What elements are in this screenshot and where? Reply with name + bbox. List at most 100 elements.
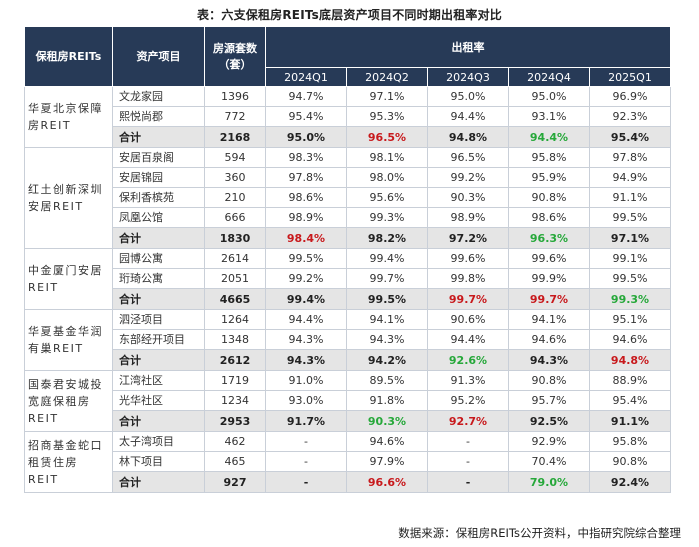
table-row: 招商基金蛇口租赁住房REIT 太子湾项目 462-94.6% -92.9% 95.8%	[24, 431, 672, 493]
rate-cell: 95.6%	[346, 187, 428, 208]
asset-cell: 文龙家园	[112, 86, 205, 107]
total-units-cell: 927	[204, 471, 266, 493]
rate-cell: 92.9%	[508, 431, 590, 452]
rate-cell: 98.9%	[427, 207, 509, 228]
rate-cell: -	[265, 451, 347, 472]
rate-cell: 98.9%	[265, 207, 347, 228]
header-units-line1: 房源套数	[213, 42, 257, 55]
rate-cell: 99.8%	[427, 268, 509, 289]
asset-cell: 保利香槟苑	[112, 187, 205, 208]
total-rate-cell: 92.6%	[427, 349, 509, 371]
table-header: 保租房REITs 资产项目 房源套数 （套） 出租率 2024Q1 2024Q2…	[24, 26, 672, 87]
table-body: 华夏北京保障房REIT 文龙家园 1396 94.7% 97.1% 95.0% 95.0% 9…	[24, 86, 672, 493]
rate-cell: 99.2%	[427, 167, 509, 188]
rate-cell: 98.0%	[346, 167, 428, 188]
total-label: 合计	[112, 471, 205, 493]
total-rate-cell: 94.3%	[265, 349, 347, 371]
table-row: 东部经开项目 1348 94.3% 94.3% 94.4% 94.6% 94.6%	[25, 329, 672, 350]
total-rate-cell: 92.4%	[588, 471, 672, 493]
rate-cell: 99.5%	[588, 207, 672, 228]
total-row: 合计 4665 99.4% 99.5% 99.7% 99.7% 99.3%	[25, 288, 672, 310]
total-rate-cell: 92.5%	[508, 410, 590, 432]
asset-cell: 江湾社区	[112, 370, 205, 391]
total-units-cell: 2953	[204, 410, 266, 432]
rate-cell: -	[427, 451, 509, 472]
total-row: 合计 2612 94.3% 94.2% 92.6% 94.3% 94.8%	[25, 349, 672, 371]
total-rate-cell: 96.5%	[346, 126, 428, 148]
rate-cell: 99.1%	[588, 248, 672, 269]
rate-cell: 99.6%	[508, 248, 590, 269]
rate-cell: 99.5%	[265, 248, 347, 269]
rate-cell: 99.2%	[265, 268, 347, 289]
rate-cell: 94.4%	[427, 106, 509, 127]
table-row: 中金厦门安居REIT 园博公寓 2614 99.5% 99.4% 99.6% 99.6% 99…	[24, 248, 672, 310]
rate-cell: 99.4%	[346, 248, 428, 269]
rate-cell: 90.8%	[508, 187, 590, 208]
rate-cell: 95.8%	[588, 431, 672, 452]
asset-cell: 泗泾项目	[112, 309, 205, 330]
reit-name-cell: 中金厦门安居REIT	[24, 248, 113, 310]
reit-name-cell: 华夏基金华润有巢REIT	[24, 309, 113, 371]
rate-cell: 99.7%	[346, 268, 428, 289]
total-rate-cell: 94.8%	[588, 349, 672, 371]
rate-cell: 94.1%	[346, 309, 428, 330]
occupancy-table: 保租房REITs 资产项目 房源套数 （套） 出租率 2024Q1 2024Q2…	[24, 26, 672, 493]
units-cell: 2614	[204, 248, 266, 269]
total-rate-cell: 97.2%	[427, 227, 509, 249]
total-label: 合计	[112, 126, 205, 148]
table-row: 林下项目 465-97.9% -70.4% 90.8%	[25, 451, 672, 472]
rate-cell: 94.9%	[588, 167, 672, 188]
total-rate-cell: 90.3%	[346, 410, 428, 432]
rate-cell: 92.3%	[588, 106, 672, 127]
table-row: 华夏基金华润有巢REIT 泗泾项目 1264 94.4% 94.1% 90.6% 94.1%…	[24, 309, 672, 371]
table-row: 红土创新深圳安居REIT 安居百泉阁 594 98.3% 98.1% 96.5% 95.8%…	[24, 147, 672, 249]
header-period: 2024Q2	[346, 67, 428, 87]
total-label: 合计	[112, 288, 205, 310]
asset-cell: 熙悦尚郡	[112, 106, 205, 127]
rate-cell: 95.3%	[346, 106, 428, 127]
rate-cell: 94.4%	[427, 329, 509, 350]
rate-cell: 91.3%	[427, 370, 509, 391]
total-rate-cell: 95.4%	[588, 126, 672, 148]
total-row: 合计 927-96.6% -79.0% 92.4%	[25, 471, 672, 493]
rate-cell: 88.9%	[588, 370, 672, 391]
units-cell: 1348	[204, 329, 266, 350]
rate-cell: 94.7%	[265, 86, 347, 107]
rate-cell: 94.6%	[588, 329, 672, 350]
rate-cell: 90.8%	[508, 370, 590, 391]
rate-cell: 94.1%	[508, 309, 590, 330]
total-row: 合计 2953 91.7% 90.3% 92.7% 92.5% 91.1%	[25, 410, 672, 432]
rate-cell: 99.5%	[588, 268, 672, 289]
rate-cell: 96.9%	[588, 86, 672, 107]
rate-cell: 97.8%	[265, 167, 347, 188]
rate-cell: 94.3%	[346, 329, 428, 350]
table-row: 安居锦园 360 97.8% 98.0% 99.2% 95.9% 94.9%	[25, 167, 672, 188]
rate-cell: -	[265, 431, 347, 452]
units-cell: 210	[204, 187, 266, 208]
header-units-line2: （套）	[218, 58, 252, 71]
total-rate-cell: 98.2%	[346, 227, 428, 249]
rate-cell: 97.9%	[346, 451, 428, 472]
total-rate-cell: 96.3%	[508, 227, 590, 249]
rate-cell: 94.6%	[346, 431, 428, 452]
header-asset: 资产项目	[112, 26, 205, 87]
rate-cell: 91.8%	[346, 390, 428, 411]
total-rate-cell: 94.3%	[508, 349, 590, 371]
rate-cell: 99.3%	[346, 207, 428, 228]
rate-cell: 93.1%	[508, 106, 590, 127]
asset-cell: 林下项目	[112, 451, 205, 472]
rate-cell: 97.8%	[588, 147, 672, 168]
rate-cell: 98.3%	[265, 147, 347, 168]
rate-cell: 98.1%	[346, 147, 428, 168]
total-row: 合计 2168 95.0% 96.5% 94.8% 94.4% 95.4%	[25, 126, 672, 148]
total-row: 合计 1830 98.4% 98.2% 97.2% 96.3% 97.1%	[25, 227, 672, 249]
total-rate-cell: 95.0%	[265, 126, 347, 148]
rate-cell: 94.6%	[508, 329, 590, 350]
total-units-cell: 1830	[204, 227, 266, 249]
total-rate-cell: 94.8%	[427, 126, 509, 148]
units-cell: 666	[204, 207, 266, 228]
rate-cell: 95.2%	[427, 390, 509, 411]
total-rate-cell: 98.4%	[265, 227, 347, 249]
rate-cell: 91.1%	[588, 187, 672, 208]
rate-cell: 98.6%	[265, 187, 347, 208]
